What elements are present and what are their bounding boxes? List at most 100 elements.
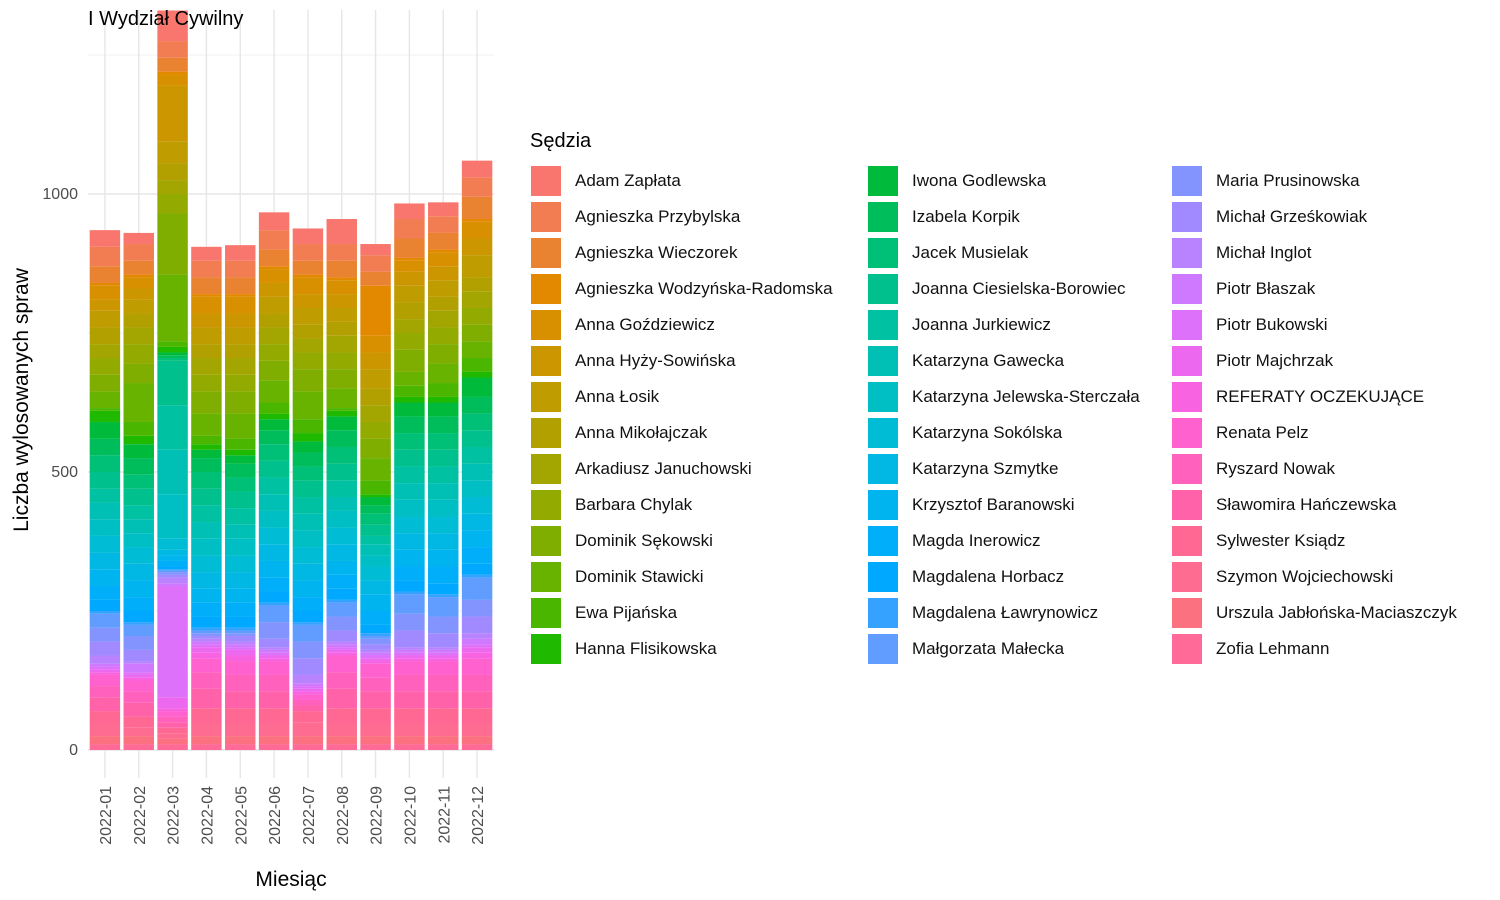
legend-label: Ewa Pijańska	[575, 603, 678, 622]
bar-segment	[428, 499, 459, 517]
bar-segment	[123, 458, 154, 475]
bar-segment	[89, 410, 121, 422]
bar-segment	[292, 705, 324, 712]
bar-segment	[191, 458, 222, 472]
legend-label: Zofia Lehmann	[1216, 639, 1330, 658]
bar-segment	[360, 624, 391, 634]
bar-segment	[191, 630, 222, 634]
bar-segment	[89, 285, 121, 300]
bar-segment	[428, 266, 459, 281]
bar-segment	[123, 691, 154, 703]
bar-segment	[428, 383, 459, 397]
bar-segment	[326, 244, 357, 261]
x-tick-label: 2022-11	[436, 786, 453, 844]
bar-segment	[326, 480, 357, 498]
bar-segment	[225, 602, 256, 617]
bar-segment	[326, 641, 357, 645]
legend-label: Krzysztof Baranowski	[912, 495, 1075, 514]
bar-segment	[360, 369, 391, 389]
bar-segment	[428, 466, 459, 484]
bar-segment	[123, 232, 154, 245]
bar-segment	[258, 419, 290, 431]
bar-segment	[157, 494, 188, 539]
bar-segment	[123, 744, 154, 750]
bar-segment	[292, 497, 324, 514]
bar-segment	[461, 177, 493, 197]
legend-swatch	[867, 525, 899, 557]
bar-segment	[258, 344, 290, 361]
legend-swatch	[1171, 165, 1203, 197]
bar-segment	[461, 638, 493, 645]
bar-segment	[258, 652, 290, 656]
legend-swatch	[867, 597, 899, 629]
bar-segment	[394, 449, 425, 467]
bar-segment	[191, 327, 222, 345]
bar-segment	[258, 655, 290, 659]
bar-segment	[258, 577, 290, 592]
bar-segment	[360, 594, 391, 611]
y-tick-label: 1000	[42, 186, 78, 203]
bar-segment	[123, 488, 154, 506]
bar-segment	[225, 736, 256, 745]
bar-segment	[157, 744, 188, 750]
legend-label: Dominik Sękowski	[575, 531, 713, 550]
bar-segment	[428, 216, 459, 233]
bar-segment	[225, 691, 256, 709]
bar-segment	[225, 508, 256, 525]
legend-label: Piotr Bukowski	[1216, 315, 1328, 334]
bar-segment	[461, 238, 493, 256]
legend-swatch	[867, 309, 899, 341]
bar-segment	[428, 252, 459, 267]
bar-segment	[225, 649, 256, 656]
y-tick-label: 500	[51, 464, 78, 481]
bar-segment	[428, 649, 459, 653]
bar-segment	[89, 299, 121, 311]
bar-segment	[428, 566, 459, 584]
bar-segment	[157, 194, 188, 214]
bar-segment	[258, 460, 290, 478]
bar-segment	[292, 694, 324, 700]
bar-segment	[428, 594, 459, 598]
chart-title: I Wydział Cywilny	[88, 8, 244, 30]
bar-segment	[89, 408, 121, 411]
legend-item: Katarzyna Sokólska	[867, 415, 1062, 451]
bar-segment	[225, 374, 256, 392]
bar-segment	[258, 744, 290, 750]
bar-segment	[461, 658, 493, 675]
bar-segment	[326, 655, 357, 673]
legend-swatch	[530, 165, 562, 197]
legend-item: Ewa Pijańska	[530, 595, 677, 631]
bar-segment	[428, 633, 459, 648]
bar-segment	[225, 661, 256, 675]
legend-label: Anna Mikołajczak	[575, 423, 708, 442]
legend-swatch	[867, 633, 899, 665]
bar-segment	[394, 649, 425, 653]
bar-segment	[225, 438, 256, 450]
bar-segment	[157, 549, 188, 556]
bar-segment	[225, 655, 256, 662]
bar-segment	[360, 661, 391, 664]
bar-segment	[157, 570, 188, 573]
legend-swatch	[867, 165, 899, 197]
bar-segment	[292, 658, 324, 675]
bar-segment	[428, 583, 459, 595]
bar-segment	[461, 196, 493, 220]
bar-segment	[123, 661, 154, 664]
bar-segment	[157, 555, 188, 561]
legend-swatch	[867, 381, 899, 413]
bar-segment	[89, 569, 121, 586]
bar-segment	[326, 588, 357, 600]
bar-segment	[191, 688, 222, 709]
legend-swatch	[1171, 561, 1203, 593]
bar-segment	[461, 708, 493, 725]
bar-segment	[394, 416, 425, 434]
bar-segment	[461, 307, 493, 325]
bar-segment	[461, 652, 493, 659]
bar-segment	[225, 744, 256, 750]
bar-segment	[360, 388, 391, 406]
legend-swatch	[1171, 201, 1203, 233]
bar-segment	[123, 702, 154, 717]
x-tick-label: 2022-07	[301, 786, 318, 845]
bar-segment	[326, 647, 357, 650]
bar-segment	[461, 463, 493, 481]
